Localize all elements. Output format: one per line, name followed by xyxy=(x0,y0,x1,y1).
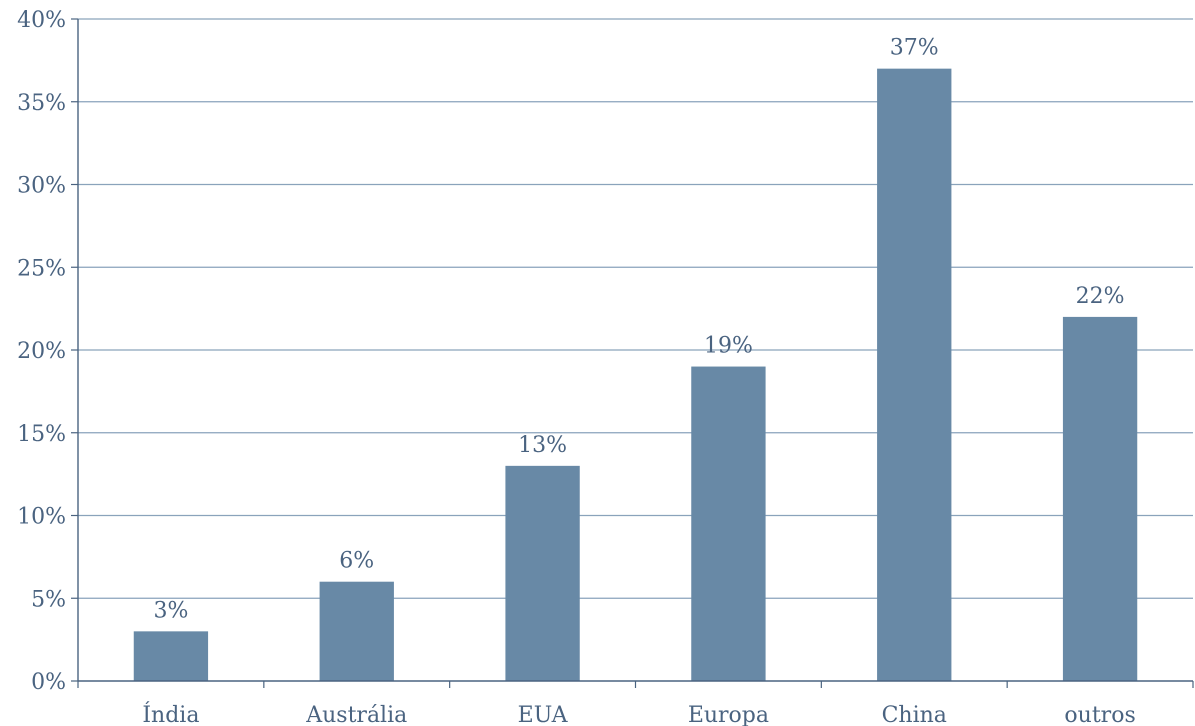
bar xyxy=(133,631,209,681)
x-tick-label: Austrália xyxy=(305,703,407,726)
x-tick-label: EUA xyxy=(518,703,569,726)
bar xyxy=(505,465,580,681)
y-tick-label: 5% xyxy=(31,587,66,612)
y-tick-label: 40% xyxy=(17,8,66,33)
bar xyxy=(691,366,766,681)
data-label: 19% xyxy=(704,334,753,359)
y-tick-label: 25% xyxy=(17,256,66,281)
bars xyxy=(133,68,1138,681)
labels: 0% 5% 10% 15% 20% 25% 30% 35% 40% 3% Índia 6% Austrá… xyxy=(17,8,1136,726)
y-tick-label: 30% xyxy=(17,174,66,199)
x-tick-label: Índia xyxy=(142,701,199,726)
x-tick-label: outros xyxy=(1064,703,1135,726)
x-tick-label: Europa xyxy=(688,703,769,726)
bar xyxy=(877,68,952,681)
data-label: 22% xyxy=(1076,284,1125,309)
gridlines xyxy=(78,18,1193,599)
data-label: 6% xyxy=(339,549,374,574)
y-tick-label: 10% xyxy=(17,505,66,530)
data-label: 37% xyxy=(890,36,939,61)
y-tick-label: 20% xyxy=(17,339,66,364)
data-label: 13% xyxy=(518,433,567,458)
y-tick-label: 35% xyxy=(17,91,66,116)
y-tick-label: 15% xyxy=(17,422,66,447)
x-tick-label: China xyxy=(882,703,947,726)
y-tick-label: 0% xyxy=(31,670,66,695)
bar xyxy=(319,581,394,681)
axes xyxy=(71,18,1194,688)
data-label: 3% xyxy=(153,598,188,623)
bar xyxy=(1062,316,1138,681)
